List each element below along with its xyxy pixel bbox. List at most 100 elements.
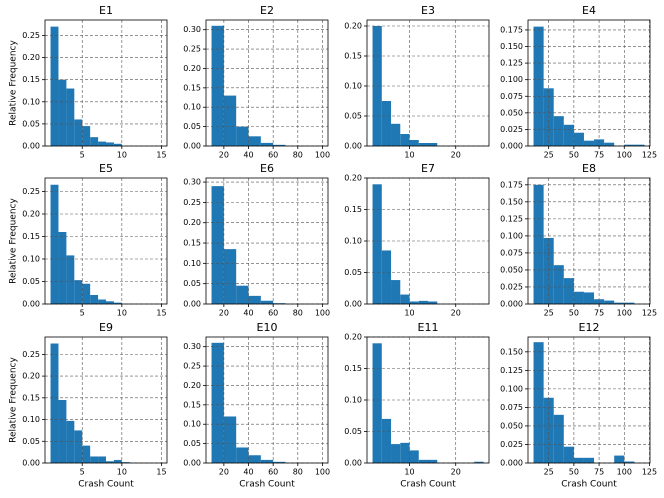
x-tick-label: 15 — [156, 468, 166, 477]
bar — [418, 459, 428, 463]
x-tick-label: 20 — [219, 151, 229, 160]
x-tick-label: 50 — [569, 151, 579, 160]
bar — [273, 461, 286, 463]
axes-frame — [527, 336, 651, 464]
y-tick-label: 0.25 — [22, 350, 40, 359]
bar — [82, 445, 91, 463]
y-tick-label: 0.125 — [500, 214, 523, 223]
bar — [553, 116, 564, 146]
y-tick-label: 0.10 — [344, 237, 362, 246]
x-tick-label: 75 — [594, 151, 604, 160]
x-tick-label: 20 — [219, 309, 229, 318]
y-tick-label: 0.00 — [22, 300, 40, 309]
y-tick-label: 0.25 — [183, 45, 201, 54]
y-tick-label: 0.15 — [344, 52, 362, 61]
y-tick-label: 0.15 — [22, 75, 40, 84]
bar — [50, 343, 59, 463]
y-tick-label: 0.175 — [500, 180, 523, 189]
y-tick-label: 0.30 — [183, 178, 201, 187]
y-axis-label: Relative Frequency — [9, 198, 19, 284]
y-tick-label: 0.025 — [500, 440, 523, 449]
bar — [428, 301, 438, 304]
x-tick-label: 5 — [80, 309, 85, 318]
y-tick-label: 0.20 — [22, 210, 40, 219]
y-tick-label: 0.00 — [344, 142, 362, 151]
bar — [400, 134, 410, 146]
y-tick-label: 0.20 — [344, 22, 362, 31]
bar — [106, 142, 114, 146]
y-tick-label: 0.05 — [183, 439, 201, 448]
bar — [90, 137, 99, 146]
x-tick-label: 100 — [617, 309, 632, 318]
y-axis-label: Relative Frequency — [9, 40, 19, 126]
bar — [533, 342, 544, 463]
bar — [58, 232, 67, 304]
bar — [113, 143, 122, 146]
bar — [223, 416, 237, 463]
bar — [543, 397, 554, 463]
y-tick-label: 0.125 — [500, 59, 523, 68]
x-tick-label: 100 — [617, 151, 632, 160]
bar — [236, 126, 249, 146]
bar — [381, 418, 392, 463]
bar — [624, 302, 635, 304]
bar — [372, 184, 382, 304]
x-axis-label: Crash Count — [561, 480, 617, 490]
y-tick-label: 0.05 — [344, 112, 362, 121]
y-tick-label: 0.00 — [183, 459, 201, 468]
y-tick-label: 0.000 — [500, 459, 523, 468]
axes-frame — [366, 177, 490, 305]
y-tick-label: 0.25 — [183, 362, 201, 371]
bar — [553, 265, 564, 304]
y-tick-label: 0.10 — [183, 420, 201, 429]
bar — [563, 124, 574, 146]
chart-title: E5 — [99, 162, 113, 175]
y-tick-label: 0.20 — [183, 64, 201, 73]
axes-frame — [205, 19, 329, 147]
bar — [248, 455, 261, 463]
bar — [418, 143, 428, 146]
chart-title: E9 — [99, 321, 113, 334]
x-tick-label: 60 — [268, 151, 278, 160]
y-tick-label: 0.30 — [183, 25, 201, 34]
y-axis-label: Relative Frequency — [9, 357, 19, 443]
x-tick-label: 50 — [569, 309, 579, 318]
axes-frame — [527, 177, 651, 305]
y-tick-label: 0.00 — [183, 142, 201, 151]
bar — [98, 299, 106, 304]
y-tick-label: 0.125 — [500, 366, 523, 375]
bar — [90, 456, 99, 463]
bar — [372, 343, 382, 463]
chart-title: E10 — [257, 321, 278, 334]
x-tick-label: 60 — [268, 309, 278, 318]
x-tick-label: 10 — [404, 309, 414, 318]
x-tick-label: 20 — [451, 468, 461, 477]
bar — [223, 249, 237, 304]
bar — [400, 442, 410, 463]
bar — [260, 300, 274, 304]
x-tick-label: 60 — [268, 468, 278, 477]
y-tick-label: 0.10 — [344, 396, 362, 405]
bar — [236, 447, 249, 463]
y-tick-label: 0.05 — [344, 427, 362, 436]
bar — [82, 283, 91, 304]
x-tick-label: 80 — [293, 309, 303, 318]
bar — [583, 140, 595, 146]
chart-title: E12 — [579, 321, 600, 334]
y-tick-label: 0.00 — [22, 142, 40, 151]
y-tick-label: 0.15 — [22, 232, 40, 241]
x-tick-label: 125 — [642, 309, 657, 318]
bar — [381, 101, 392, 146]
y-tick-label: 0.25 — [183, 198, 201, 207]
y-tick-label: 0.00 — [22, 459, 40, 468]
y-tick-label: 0.10 — [22, 97, 40, 106]
bar — [248, 136, 261, 146]
bar — [594, 299, 605, 304]
x-tick-label: 10 — [404, 468, 414, 477]
bar — [74, 280, 83, 304]
y-tick-label: 0.15 — [22, 393, 40, 402]
x-tick-label: 40 — [243, 468, 253, 477]
axes-frame — [44, 19, 168, 147]
y-tick-label: 0.20 — [22, 53, 40, 62]
